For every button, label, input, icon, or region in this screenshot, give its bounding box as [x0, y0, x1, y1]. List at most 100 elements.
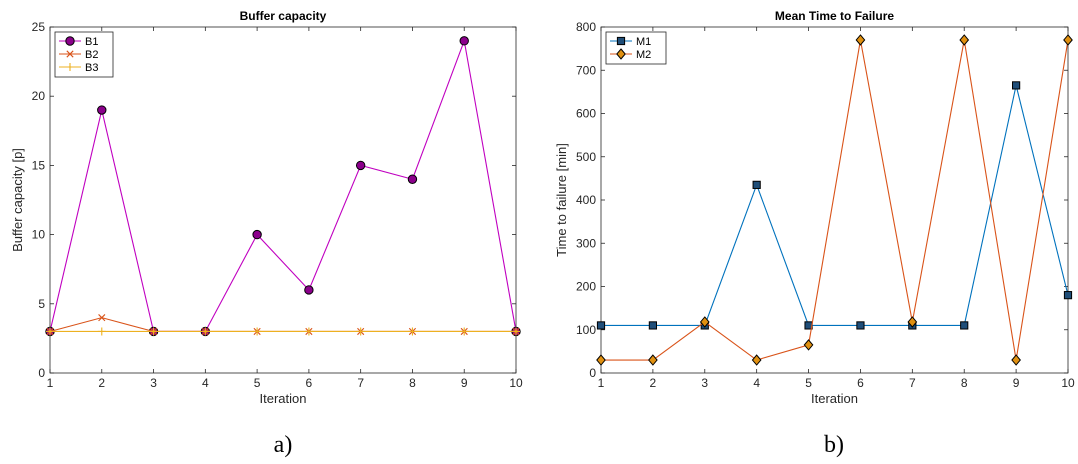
marker-x [98, 314, 106, 322]
x-tick-label: 5 [254, 376, 261, 390]
x-tick-label: 4 [202, 376, 209, 390]
marker-square [960, 321, 969, 330]
series-B3 [46, 327, 520, 336]
series-line-B1 [49, 38, 517, 333]
marker-diamond [616, 48, 626, 60]
marker-square [752, 180, 761, 189]
marker-plus [97, 327, 106, 336]
y-tick-label: 0 [589, 366, 596, 380]
marker-plus [253, 327, 262, 336]
y-tick-label: 20 [32, 89, 46, 103]
legend-item-M2: M2 [610, 48, 651, 61]
marker-diamond [596, 354, 606, 366]
marker-plus [512, 327, 520, 336]
marker-diamond [803, 339, 814, 351]
marker-circle [252, 229, 262, 240]
marker-plus [149, 327, 158, 336]
y-tick-label: 0 [38, 366, 45, 380]
marker-diamond [907, 316, 918, 328]
y-tick-label: 5 [38, 297, 45, 311]
marker-circle [459, 36, 469, 46]
x-tick-label: 7 [909, 376, 916, 390]
marker-circle [65, 36, 75, 46]
legend-label: M1 [636, 36, 651, 48]
y-tick-label: 800 [576, 20, 596, 34]
marker-diamond [959, 34, 970, 46]
marker-circle [97, 105, 107, 115]
marker-square [648, 321, 657, 330]
marker-circle [355, 160, 366, 171]
legend-item-B1: B1 [59, 36, 98, 48]
marker-square [1063, 291, 1073, 300]
x-tick-label: 2 [98, 376, 105, 390]
marker-plus [201, 327, 210, 336]
y-axis-label: Time to failure [min] [554, 143, 569, 257]
x-tick-label: 9 [1013, 376, 1020, 390]
chart-panel-1: Buffer capacity 1 2 3 4 5 6 7 8 9 10 0 5 10 15 20 25 Iter… [10, 9, 523, 458]
x-tick-label: 3 [701, 376, 708, 390]
y-tick-label: 200 [576, 280, 596, 294]
y-tick-label: 300 [576, 236, 596, 250]
x-tick-label: 2 [650, 376, 657, 390]
y-tick-label: 10 [32, 228, 46, 242]
panel-caption: b) [824, 432, 844, 458]
x-tick-label: 7 [357, 376, 364, 390]
marker-plus [304, 327, 313, 336]
y-tick-label: 25 [32, 20, 46, 34]
legend-label: B3 [85, 62, 98, 74]
marker-x [66, 50, 74, 58]
x-tick-label: 3 [150, 376, 157, 390]
y-tick-label: 400 [576, 193, 596, 207]
marker-plus [46, 327, 54, 336]
panel-caption: a) [274, 432, 293, 458]
x-tick-label: 9 [461, 376, 468, 390]
y-tick-label: 500 [576, 150, 596, 164]
marker-plus [408, 327, 417, 336]
x-tick-label: 1 [598, 376, 605, 390]
y-tick-label: 600 [576, 107, 596, 121]
legend-label: B1 [85, 36, 98, 48]
y-axis-label: Buffer capacity [p] [10, 148, 25, 252]
marker-diamond [1063, 34, 1073, 46]
legend-item-B2: B2 [59, 49, 98, 61]
x-tick-label: 6 [306, 376, 313, 390]
marker-diamond [648, 354, 658, 366]
marker-diamond [699, 316, 710, 328]
legend-label: M2 [636, 49, 651, 61]
x-axis-label: Iteration [260, 391, 307, 406]
y-tick-label: 15 [32, 158, 46, 172]
y-tick-label: 700 [576, 63, 596, 77]
legend-label: B2 [85, 49, 98, 61]
x-tick-label: 1 [47, 376, 54, 390]
marker-diamond [855, 34, 866, 46]
marker-plus [66, 63, 74, 71]
chart-title: Mean Time to Failure [775, 9, 894, 23]
x-tick-label: 10 [509, 376, 523, 390]
plot-area [49, 26, 517, 374]
marker-diamond [1011, 354, 1021, 366]
marker-plus [356, 327, 365, 336]
marker-square [596, 321, 606, 330]
series-line-M2 [601, 39, 1069, 361]
marker-square [1012, 81, 1021, 90]
x-tick-label: 8 [961, 376, 968, 390]
legend-box [605, 31, 667, 65]
marker-square [616, 36, 626, 46]
marker-diamond [751, 354, 762, 366]
x-tick-label: 8 [409, 376, 416, 390]
series-M2 [596, 34, 1073, 366]
x-tick-label: 5 [805, 376, 812, 390]
marker-circle [407, 174, 418, 184]
chart-title: Buffer capacity [240, 9, 327, 23]
legend-item-B3: B3 [59, 62, 98, 74]
legend-item-M1: M1 [610, 36, 651, 48]
x-tick-label: 4 [753, 376, 760, 390]
y-tick-label: 100 [576, 323, 596, 337]
marker-circle [304, 285, 314, 295]
x-tick-label: 6 [857, 376, 864, 390]
marker-square [856, 321, 865, 330]
